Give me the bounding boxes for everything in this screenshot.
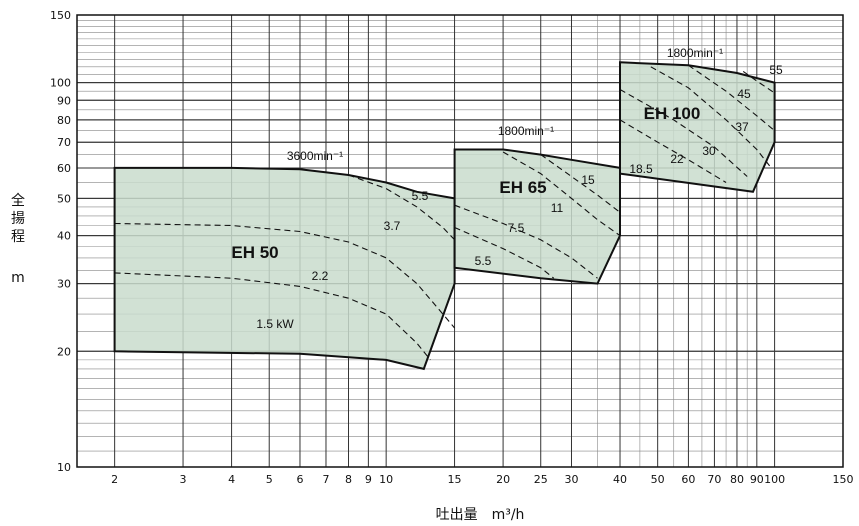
region-eh-65: EH 65 1800min⁻¹ 15 11 7.5 5.5 — [453, 124, 621, 285]
speed-label: 3600min⁻¹ — [287, 149, 343, 163]
power-curve — [540, 154, 621, 213]
x-tick-label: 8 — [345, 473, 352, 486]
region-eh-50: EH 50 3600min⁻¹ 5.5 3.7 2.2 1.5 kW — [113, 149, 456, 371]
x-tick-label: 50 — [651, 473, 665, 486]
x-tick-label: 10 — [379, 473, 393, 486]
x-tick-label: 2 — [111, 473, 118, 486]
x-tick-labels: 2 3 4 5 6 7 8 9 10 15 20 25 30 40 50 60 70 80 90 100 150 — [111, 473, 853, 486]
power-curve — [619, 89, 748, 177]
power-curve — [742, 70, 775, 94]
x-tick-label: 100 — [764, 473, 785, 486]
power-label: 3.7 — [384, 219, 401, 233]
power-curve — [688, 64, 775, 132]
region-boundary — [113, 166, 456, 371]
y-tick-label: 60 — [57, 162, 71, 175]
y-tick-label: 10 — [57, 461, 71, 474]
x-tick-label: 7 — [322, 473, 329, 486]
power-label: 15 — [581, 173, 595, 187]
region-eh-100: EH 100 1800min⁻¹ 55 45 37 30 22 18.5 — [619, 46, 783, 193]
power-label: 5.5 — [412, 189, 429, 203]
y-tick-label: 30 — [57, 278, 71, 291]
y-tick-label: 50 — [57, 192, 71, 205]
x-tick-label: 150 — [833, 473, 854, 486]
x-tick-label: 70 — [707, 473, 721, 486]
power-curve — [114, 272, 431, 361]
power-curve — [348, 174, 455, 241]
y-axis-label-char: 程 — [11, 229, 25, 245]
region-name-label: EH 65 — [499, 178, 546, 197]
x-tick-label: 15 — [448, 473, 462, 486]
x-tick-label: 5 — [266, 473, 273, 486]
pump-regions: EH 50 3600min⁻¹ 5.5 3.7 2.2 1.5 kW EH 65 1800mi… — [113, 46, 783, 371]
power-label: 5.5 — [475, 254, 492, 268]
power-curve — [502, 151, 621, 237]
power-label: 7.5 — [508, 221, 525, 235]
y-tick-label: 90 — [57, 94, 71, 107]
power-label: 30 — [702, 144, 716, 158]
y-axis-label-char: 揚 — [11, 210, 25, 227]
speed-label: 1800min⁻¹ — [667, 46, 723, 60]
power-curve — [650, 66, 772, 169]
x-axis-label: 吐出量 m³/h — [436, 507, 525, 523]
y-tick-label: 70 — [57, 136, 71, 149]
power-label: 11 — [551, 201, 564, 215]
x-tick-label: 25 — [534, 473, 548, 486]
power-curve — [619, 119, 727, 183]
region-boundary — [619, 61, 776, 193]
y-tick-label: 100 — [50, 77, 71, 90]
power-label: 2.2 — [312, 269, 329, 283]
y-tick-label: 150 — [50, 9, 71, 22]
power-curve — [454, 204, 598, 279]
x-tick-label: 9 — [365, 473, 372, 486]
power-curve — [454, 226, 555, 279]
speed-label: 1800min⁻¹ — [498, 124, 554, 138]
y-tick-label: 40 — [57, 230, 71, 243]
power-label: 18.5 — [629, 162, 653, 176]
power-label: 55 — [769, 63, 783, 77]
power-label: 22 — [670, 152, 684, 166]
power-label: 45 — [737, 87, 751, 101]
y-axis-unit: m — [11, 270, 25, 286]
x-tick-label: 4 — [228, 473, 235, 486]
power-curve — [114, 222, 456, 329]
x-tick-label: 6 — [296, 473, 303, 486]
region-boundary — [453, 148, 621, 285]
power-label: 37 — [735, 120, 749, 134]
region-name-label: EH 50 — [231, 243, 278, 262]
x-tick-label: 80 — [730, 473, 744, 486]
x-tick-label: 40 — [613, 473, 627, 486]
y-axis-label-char: 全 — [11, 192, 25, 209]
power-label: 1.5 kW — [256, 317, 294, 331]
x-tick-label: 3 — [180, 473, 187, 486]
y-tick-label: 20 — [57, 345, 71, 358]
y-tick-labels: 10 20 30 40 50 60 70 80 90 100 150 — [50, 9, 71, 474]
x-tick-label: 30 — [564, 473, 578, 486]
x-tick-label: 20 — [496, 473, 510, 486]
y-tick-label: 80 — [57, 114, 71, 127]
x-tick-label: 90 — [750, 473, 764, 486]
region-name-label: EH 100 — [644, 104, 701, 123]
plot-frame — [76, 14, 844, 468]
y-axis-label: 全揚程 m — [11, 192, 25, 286]
x-tick-label: 60 — [681, 473, 695, 486]
